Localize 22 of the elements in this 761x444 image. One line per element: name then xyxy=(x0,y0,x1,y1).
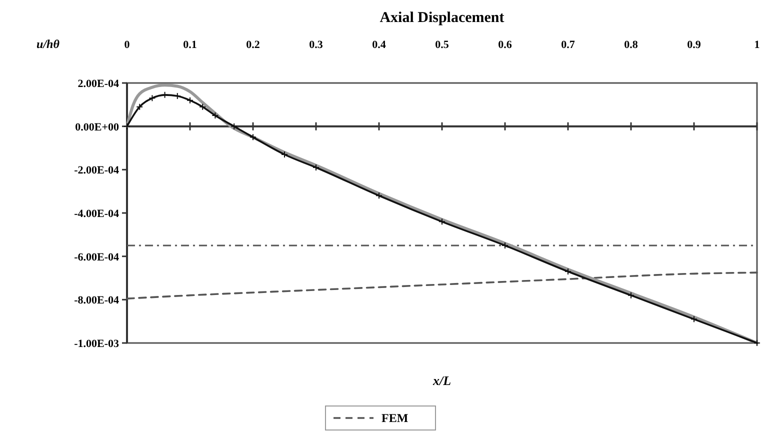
y-tick-label: -8.00E-04 xyxy=(74,294,120,307)
x-tick-label: 0.2 xyxy=(246,39,260,51)
x-tick-label: 1 xyxy=(754,39,760,51)
x-axis-title: x/L xyxy=(432,373,452,388)
chart-title: Axial Displacement xyxy=(380,10,504,26)
x-tick-label: 0.4 xyxy=(372,39,386,51)
x-tick-label: 0.6 xyxy=(498,39,512,51)
y-tick-label: -6.00E-04 xyxy=(74,251,120,264)
x-tick-label: 0.9 xyxy=(687,39,702,51)
y-tick-label: -4.00E-04 xyxy=(74,208,120,220)
x-tick-label: 0.3 xyxy=(309,39,324,51)
x-tick-label: 0.7 xyxy=(561,39,576,51)
y-tick-label: 0.00E+00 xyxy=(75,121,120,134)
x-tick-label: 0 xyxy=(124,39,130,51)
x-tick-label: 0.1 xyxy=(183,39,197,51)
y-tick-label: -1.00E-03 xyxy=(74,338,120,350)
x-tick-label: 0.5 xyxy=(435,39,450,51)
y-tick-label: 2.00E-04 xyxy=(78,78,120,90)
legend-label: FEM xyxy=(382,411,408,425)
y-tick-label: -2.00E-04 xyxy=(74,164,120,177)
x-tick-label: 0.8 xyxy=(624,39,638,51)
y-axis-title: u/hθ xyxy=(36,37,60,51)
